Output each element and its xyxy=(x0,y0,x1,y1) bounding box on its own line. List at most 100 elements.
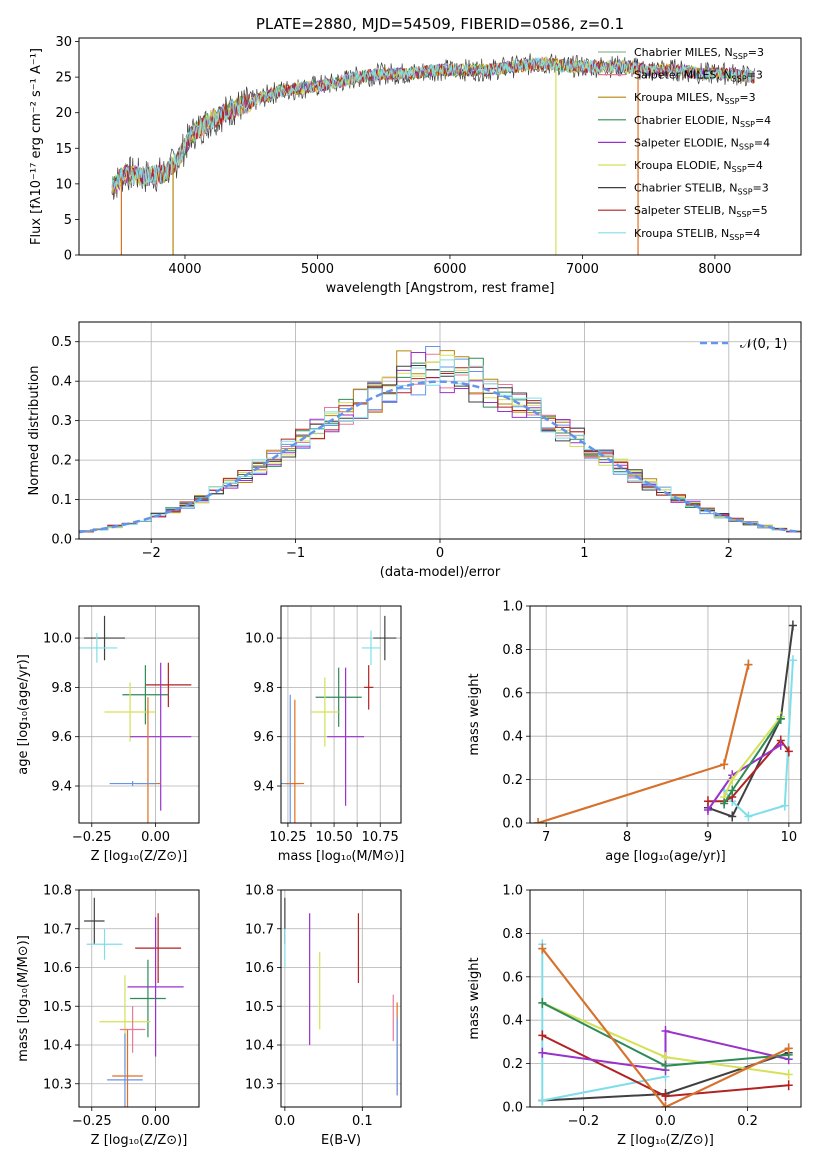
legend-label-n: =4 xyxy=(744,227,760,240)
weight-marker xyxy=(728,811,737,822)
errorbar-point xyxy=(107,1033,143,1107)
y-tick-label: 10.3 xyxy=(43,1077,72,1092)
legend-label-sub: SSP xyxy=(736,210,751,219)
y-tick-label: 0.5 xyxy=(51,335,72,350)
y-tick-label: 9.4 xyxy=(253,780,274,795)
x-axis-label: mass [log₁₀(M/M⊙)] xyxy=(278,849,405,864)
x-tick-label: 4000 xyxy=(168,262,201,277)
legend-label-n: =4 xyxy=(747,159,763,172)
errorbar-point xyxy=(311,677,339,747)
legend: 𝒩(0, 1) xyxy=(700,337,787,352)
y-tick-label: 0.0 xyxy=(502,1101,523,1116)
y-tick-label: 9.8 xyxy=(253,681,274,696)
y-tick-label: 10.8 xyxy=(43,884,72,899)
y-tick-label: 0.0 xyxy=(51,533,72,548)
weight-line xyxy=(537,664,750,823)
y-tick-label: 0.3 xyxy=(51,414,72,429)
y-axis-label: mass weight xyxy=(467,957,482,1039)
errorbar-point xyxy=(361,630,381,666)
y-tick-label: 10.0 xyxy=(245,632,274,647)
spectrum-line xyxy=(111,56,755,189)
weight-marker xyxy=(720,798,729,809)
legend-label: Salpeter STELIB, NSSP=5 xyxy=(634,204,768,219)
x-tick-label: 8 xyxy=(623,830,631,845)
panel-mass_vs_ebv: 0.0 0.1 10.3 10.4 10.5 10.6 10.7 10.8 E(B-V) xyxy=(245,884,402,1148)
weight-marker xyxy=(661,1060,670,1071)
weight-marker xyxy=(661,1091,670,1102)
legend-label-sub: SSP xyxy=(733,52,748,61)
axes-frame xyxy=(78,605,200,824)
weight-marker xyxy=(784,746,793,757)
y-tick-label: 0.4 xyxy=(51,375,72,390)
x-axis-label: E(B-V) xyxy=(321,1133,361,1148)
weight-marker xyxy=(534,818,543,823)
weight-marker xyxy=(784,1069,793,1080)
y-tick-label: 10.8 xyxy=(245,884,274,899)
y-axis-label: Normed distribution xyxy=(27,366,42,496)
errorbar-point xyxy=(122,665,169,725)
legend-label-n: =3 xyxy=(739,91,755,104)
x-tick-label: 10.75 xyxy=(362,830,399,845)
weight-marker xyxy=(703,796,712,807)
y-tick-label: 10.7 xyxy=(43,922,72,937)
axes-frame xyxy=(78,37,802,256)
y-tick-label: 0.2 xyxy=(51,454,72,469)
errorbar-point xyxy=(127,917,184,1057)
errorbar-point xyxy=(79,633,118,663)
weight-marker xyxy=(744,811,753,822)
x-tick-label: 0.0 xyxy=(655,1114,676,1129)
errorbar-point xyxy=(315,667,362,727)
legend-label: Chabrier MILES, NSSP=3 xyxy=(634,46,764,61)
weight-marker xyxy=(538,943,547,954)
errorbar-point xyxy=(373,615,397,661)
y-tick-label: 10 xyxy=(55,177,72,192)
weight-marker xyxy=(728,774,737,785)
x-tick-label: −2 xyxy=(142,546,161,561)
legend-label-sub: SSP xyxy=(738,188,753,197)
y-tick-label: 10.7 xyxy=(245,922,274,937)
x-tick-label: 0.00 xyxy=(141,1114,170,1129)
weight-line xyxy=(541,944,666,1102)
y-tick-label: 10.3 xyxy=(245,1077,274,1092)
y-tick-label: 15 xyxy=(55,142,72,157)
legend-label-name: Kroupa ELODIE, N xyxy=(634,159,732,172)
y-tick-label: 0.6 xyxy=(502,970,523,985)
y-tick-label: 0.8 xyxy=(502,643,523,658)
y-axis-label: mass [log₁₀(M/M⊙)] xyxy=(16,935,31,1062)
legend-label-sub: SSP xyxy=(729,233,744,242)
x-tick-label: 8000 xyxy=(698,262,731,277)
errorbar-point xyxy=(84,615,125,661)
histogram-series xyxy=(79,354,801,533)
weight-marker xyxy=(784,1080,793,1091)
x-tick-label: 7 xyxy=(542,830,550,845)
legend-label: Salpeter ELODIE, NSSP=4 xyxy=(634,136,770,151)
y-tick-label: 9.8 xyxy=(51,681,72,696)
legend-label-sub: SSP xyxy=(740,120,755,129)
x-axis-label: Z [log₁₀(Z/Z⊙)] xyxy=(91,849,188,864)
x-tick-label: 2 xyxy=(725,546,733,561)
legend-label-name: Salpeter MILES, N xyxy=(634,69,732,82)
y-tick-label: 0 xyxy=(64,249,72,264)
errorbar-point xyxy=(145,662,192,708)
weight-marker xyxy=(788,620,797,631)
axes-frame xyxy=(529,605,802,824)
x-tick-label: 0.2 xyxy=(737,1114,758,1129)
y-tick-label: 10.5 xyxy=(245,1000,274,1015)
errorbar-point xyxy=(86,928,123,960)
weight-marker xyxy=(784,1043,793,1054)
errorbar-point xyxy=(364,665,374,710)
legend-label: Chabrier ELODIE, NSSP=4 xyxy=(634,114,771,129)
legend-label: Kroupa MILES, NSSP=3 xyxy=(634,91,756,106)
x-tick-label: 6000 xyxy=(433,262,466,277)
weight-marker xyxy=(538,1095,547,1106)
axes-frame xyxy=(280,605,402,824)
legend-label: Salpeter MILES, NSSP=3 xyxy=(634,69,763,84)
y-tick-label: 9.4 xyxy=(51,780,72,795)
weight-marker xyxy=(538,1030,547,1041)
legend-label-sub: SSP xyxy=(732,165,747,174)
panel-mass_vs_Z: −0.25 0.00 10.3 10.4 10.5 10.6 10.7 10.8 Z [log₁… xyxy=(16,884,200,1148)
x-axis-label: Z [log₁₀(Z/Z⊙)] xyxy=(617,1133,714,1148)
panel-weight_vs_Z: −0.2 0.0 0.2 0.0 0.2 0.4 0.6 0.8 1.0 Z [log₁₀(Z/Z… xyxy=(467,884,802,1148)
legend-label-name: Chabrier MILES, N xyxy=(634,46,733,59)
y-tick-label: 10.4 xyxy=(245,1039,274,1054)
